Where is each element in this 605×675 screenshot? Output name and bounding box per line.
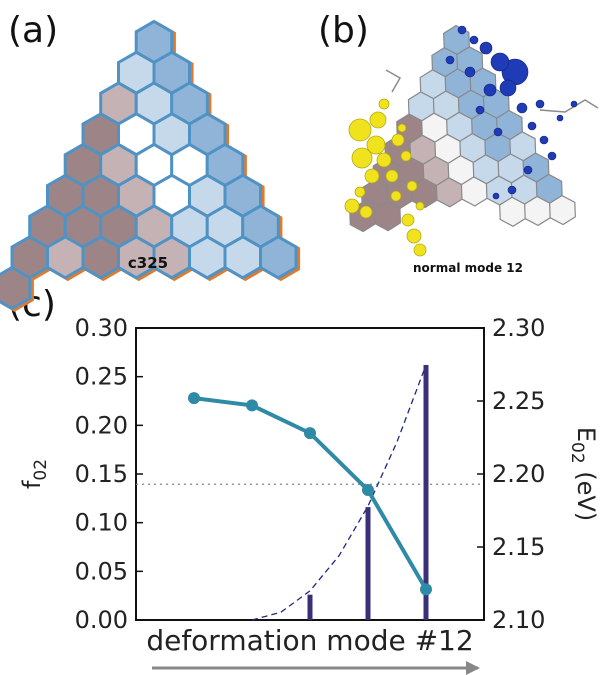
left-tick-label: 0.25 — [75, 363, 128, 391]
panel-b-caption: normal mode 12 — [413, 261, 523, 275]
displacement-sphere-yellow — [390, 190, 402, 202]
displacement-sphere-blue — [570, 100, 578, 108]
displacement-sphere-blue — [493, 127, 503, 137]
displacement-sphere-yellow — [378, 98, 390, 110]
right-tick-label: 2.20 — [492, 460, 545, 488]
energy-point — [188, 392, 200, 405]
displacement-sphere-yellow — [348, 118, 372, 142]
displacement-sphere-yellow — [369, 111, 387, 129]
svg-text:f02: f02 — [18, 459, 51, 489]
plot-frame — [135, 327, 485, 621]
right-tick-label: 2.15 — [492, 533, 545, 561]
displacement-sphere-blue — [483, 83, 497, 97]
displacement-sphere-yellow — [415, 201, 425, 211]
hexagon-orange-outline — [0, 267, 34, 312]
displacement-sphere-blue — [457, 25, 467, 35]
right-axis-title: E02 (eV) — [567, 427, 600, 521]
displacement-sphere-blue — [479, 41, 493, 55]
displacement-sphere-yellow — [376, 152, 392, 168]
hexagon-ring — [46, 235, 85, 280]
left-axis-title: f02 — [18, 459, 51, 489]
displacement-sphere-yellow — [401, 213, 415, 227]
hexagon-ring — [223, 235, 262, 280]
displacement-sphere-blue — [535, 99, 545, 109]
displacement-sphere-yellow — [406, 180, 418, 192]
displacement-sphere-blue — [527, 121, 537, 131]
oscillator-bar — [365, 507, 371, 620]
left-tick-label: 0.20 — [75, 411, 128, 439]
displacement-sphere-yellow — [366, 135, 386, 155]
displacement-sphere-blue — [516, 102, 528, 114]
displacement-sphere-blue — [547, 151, 557, 161]
energy-point — [246, 399, 258, 412]
displacement-sphere-blue — [499, 79, 517, 97]
displacement-sphere-yellow — [385, 169, 399, 183]
energy-line — [193, 396, 428, 591]
left-axis-ticks: 0.00 0.05 0.10 0.15 0.20 0.25 0.30 — [75, 314, 143, 634]
oscillator-bar — [307, 594, 313, 620]
displacement-sphere-yellow — [406, 228, 422, 244]
energy-point — [304, 427, 316, 440]
plot-layer — [136, 364, 484, 621]
hexagon-ring — [259, 235, 298, 280]
left-tick-label: 0.05 — [75, 557, 128, 585]
molecule-b-normal-mode — [344, 24, 599, 257]
displacement-sphere-yellow — [351, 147, 373, 169]
displacement-sphere-blue — [523, 165, 533, 175]
panel-b-label: (b) — [318, 10, 369, 51]
energy-point — [362, 484, 374, 497]
displacement-sphere-blue — [492, 192, 500, 200]
displacement-sphere-yellow — [359, 205, 373, 219]
displacement-sphere-blue — [507, 185, 517, 195]
molecule-a-structure — [0, 19, 301, 312]
svg-text:E02 (eV): E02 (eV) — [567, 427, 600, 521]
displacement-sphere-blue — [475, 105, 485, 115]
molecule-b-group — [349, 24, 576, 233]
energy-point — [420, 583, 432, 596]
right-tick-label: 2.25 — [492, 387, 545, 415]
displacement-sphere-yellow — [413, 243, 427, 257]
displacement-sphere-blue — [469, 35, 479, 45]
displacement-sphere-blue — [539, 135, 549, 145]
displacement-sphere-yellow — [344, 198, 360, 214]
displacement-sphere-blue — [445, 55, 455, 65]
displacement-sphere-blue — [490, 52, 510, 72]
left-tick-label: 0.10 — [75, 509, 128, 537]
displacement-sphere-blue — [464, 66, 476, 78]
panel-a-label: (a) — [8, 10, 59, 51]
hexagon-ring — [374, 200, 402, 232]
left-tick-label: 0.30 — [75, 314, 128, 342]
displacement-sphere-yellow — [354, 186, 366, 198]
right-tick-label: 2.10 — [492, 606, 545, 634]
dashed-curve — [251, 364, 427, 621]
hexagon-ring — [0, 265, 32, 311]
oscillator-bar — [423, 364, 429, 620]
hexagon-ring — [188, 235, 227, 280]
hexagon-ring — [81, 235, 120, 280]
right-tick-label: 2.30 — [492, 314, 545, 342]
chart-c: 0.00 0.05 0.10 0.15 0.20 0.25 0.30 2.10 2.15 2.2… — [18, 314, 600, 675]
left-tick-label: 0.00 — [75, 606, 128, 634]
displacement-sphere-blue — [556, 114, 564, 122]
displacement-sphere-yellow — [364, 168, 380, 184]
panel-a-caption: c325 — [128, 254, 168, 272]
hexagon-ring — [549, 194, 576, 226]
x-axis-label: deformation mode #12 — [146, 624, 473, 657]
displacement-sphere-yellow — [391, 133, 405, 147]
left-tick-label: 0.15 — [75, 460, 128, 488]
right-axis-ticks: 2.10 2.15 2.20 2.25 2.30 — [477, 314, 545, 634]
displacement-sphere-yellow — [397, 123, 407, 133]
displacement-sphere-yellow — [400, 150, 412, 162]
